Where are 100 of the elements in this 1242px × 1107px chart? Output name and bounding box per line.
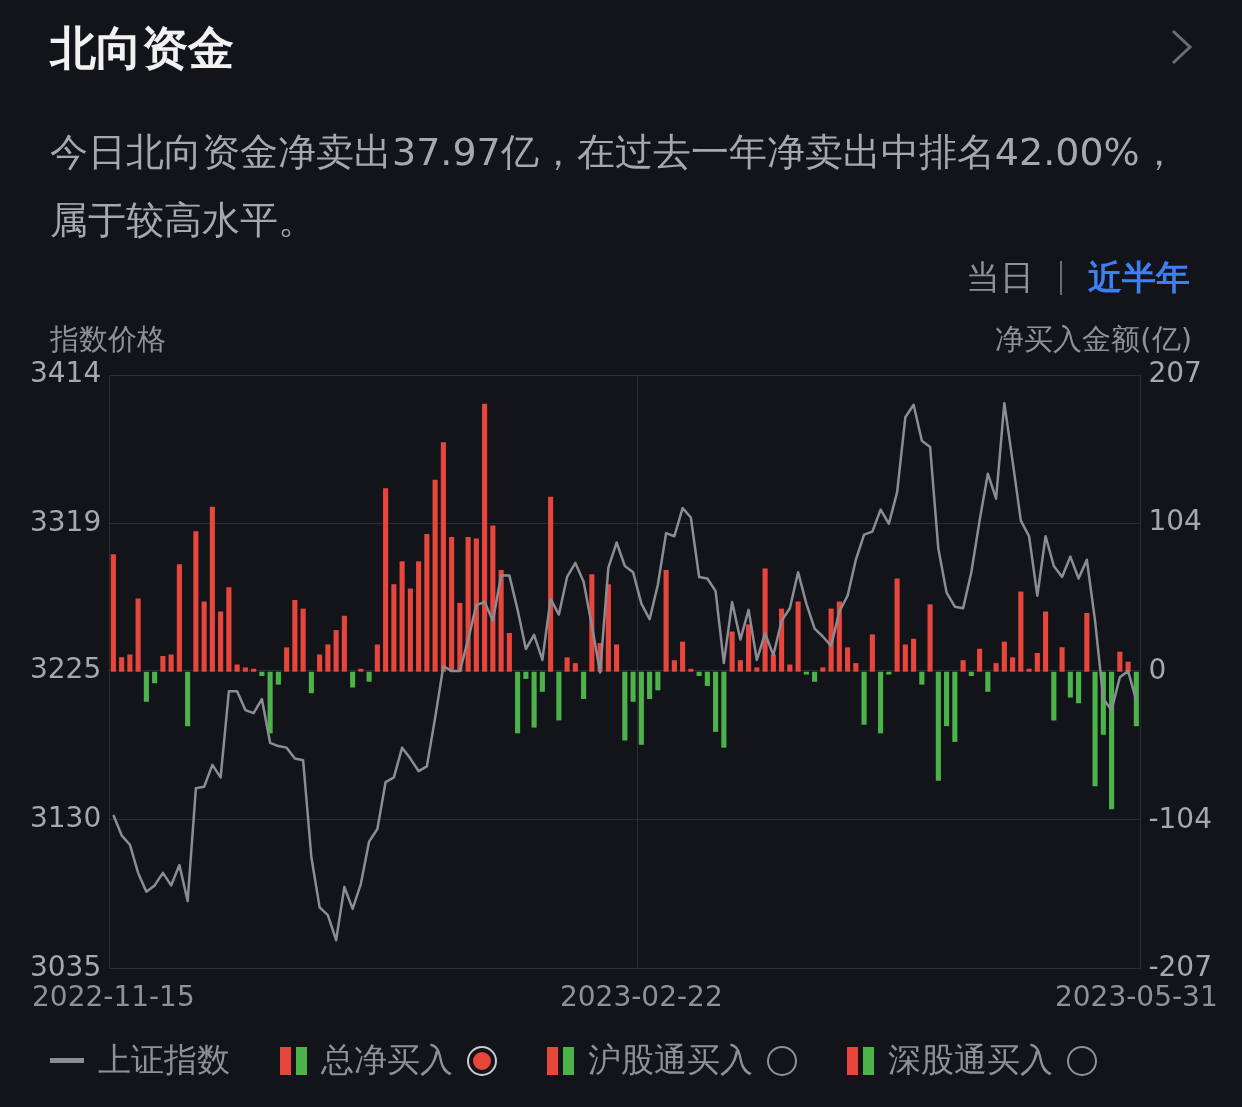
bar [506, 633, 512, 672]
bar [424, 534, 430, 672]
bar [1084, 612, 1090, 672]
bar [1043, 611, 1049, 672]
bar [927, 604, 933, 672]
bar [465, 536, 471, 672]
bar [1018, 591, 1024, 672]
bar [1059, 647, 1065, 672]
bar [647, 671, 653, 699]
bar [688, 668, 694, 672]
bar [473, 538, 479, 672]
bar [374, 644, 380, 672]
bar [713, 671, 719, 732]
y2-tick-label: 207 [1148, 356, 1202, 390]
y-tick-label: 3414 [29, 356, 102, 390]
text: 深股通买入 [888, 1039, 1053, 1081]
bar [152, 671, 158, 684]
bar [341, 615, 347, 672]
bar [886, 671, 892, 675]
bar [993, 663, 999, 672]
bar [762, 568, 768, 672]
bar [737, 660, 743, 672]
bar [218, 611, 224, 672]
bar [333, 630, 339, 672]
bar [754, 667, 760, 672]
bar [729, 631, 735, 672]
bar [432, 479, 438, 672]
bar [605, 584, 611, 672]
y-tick-label: 3319 [29, 505, 102, 539]
bar [680, 641, 686, 672]
bar [531, 671, 537, 728]
bar [952, 671, 958, 742]
bar [853, 663, 859, 672]
bar [845, 647, 851, 672]
bar [399, 561, 405, 672]
bar [300, 608, 306, 672]
bar [176, 564, 182, 672]
bar [1117, 651, 1123, 672]
bar [457, 602, 463, 672]
bar [704, 671, 710, 687]
bar [944, 671, 950, 727]
bar [968, 671, 974, 676]
bar [655, 671, 661, 691]
bar [911, 638, 917, 672]
y2-axis-title: 净买入金额(亿) [995, 322, 1192, 356]
bar [1001, 641, 1007, 672]
bar [440, 442, 446, 672]
bar [581, 671, 587, 699]
bar [721, 671, 727, 748]
bar [630, 671, 636, 702]
bar [869, 634, 875, 672]
bar [1034, 653, 1040, 672]
bar [1109, 671, 1115, 810]
bar [696, 671, 702, 676]
bar [795, 601, 801, 672]
bar [803, 671, 809, 675]
bar [407, 588, 413, 672]
bar [449, 536, 455, 672]
text: 当日 [966, 256, 1034, 299]
bar [812, 671, 818, 682]
bar [242, 667, 248, 672]
bar [358, 668, 364, 672]
bar [482, 403, 488, 672]
bar [894, 578, 900, 672]
y-tick-label: 3035 [29, 949, 102, 983]
bar [416, 561, 422, 672]
x-tick-label: 2022-11-15 [32, 980, 195, 1014]
legend-label: 总净买入 [321, 1039, 453, 1081]
bar [1010, 657, 1016, 672]
bar [960, 660, 966, 672]
bar [820, 667, 826, 672]
bar [201, 601, 207, 672]
bar [515, 671, 521, 734]
bar [317, 654, 323, 672]
bar [275, 671, 281, 685]
y-tick-label: 3225 [29, 652, 102, 686]
bar [259, 671, 265, 676]
x-tick-label: 2023-02-22 [559, 980, 723, 1014]
bar [267, 671, 273, 734]
y2-tick-label: -104 [1148, 802, 1212, 836]
legend-label: 上证指数 [98, 1039, 230, 1081]
bar [622, 671, 628, 741]
bar [168, 654, 174, 672]
bar [308, 671, 314, 694]
bar [663, 569, 669, 672]
bar [985, 671, 991, 692]
chart-title: 北向资金 [50, 20, 234, 77]
bar [564, 657, 570, 672]
bar [383, 488, 389, 672]
bar [185, 671, 191, 727]
y2-tick-label: 104 [1148, 503, 1202, 537]
bar [490, 525, 496, 672]
bar [638, 671, 644, 745]
bar [1076, 671, 1082, 704]
bar [614, 644, 620, 672]
bar [1026, 668, 1032, 672]
bar [523, 671, 529, 679]
bar [902, 644, 908, 672]
bar [119, 657, 125, 672]
bar [572, 663, 578, 672]
